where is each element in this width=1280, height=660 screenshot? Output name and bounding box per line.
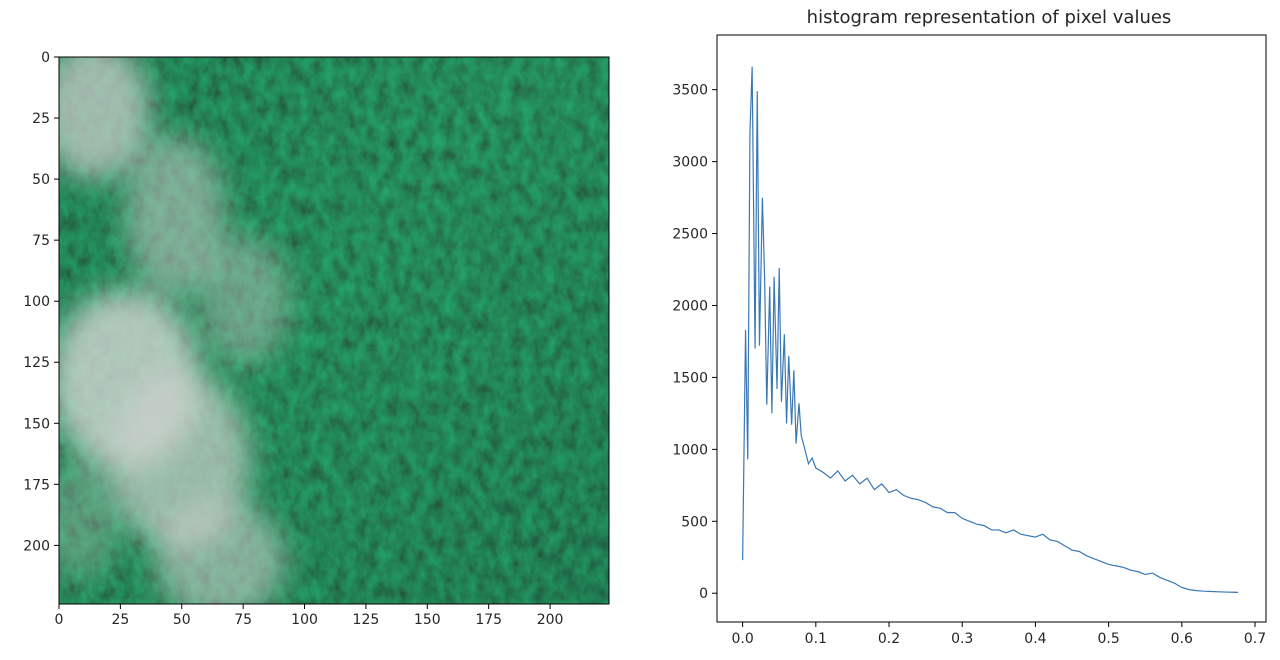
x-tick-label: 0.5	[1097, 631, 1119, 647]
x-tick-label: 0.2	[878, 631, 900, 647]
fog-overlay	[59, 57, 290, 604]
image-x-tick-label: 175	[475, 612, 502, 628]
image-x-tick-label: 150	[414, 612, 441, 628]
y-tick-label: 3000	[672, 155, 708, 171]
y-tick-label: 1500	[672, 370, 708, 386]
image-y-tick-label: 0	[41, 50, 50, 66]
x-tick-label: 0.6	[1171, 631, 1193, 647]
image-x-tick-label: 100	[291, 612, 318, 628]
image-y-tick-label: 125	[23, 355, 50, 371]
image-axes: 0 25 50 75 100 125 150 175 200 0 25 50 75 100 125 150 17…	[23, 50, 610, 628]
x-tick-label: 0.0	[731, 631, 753, 647]
series-line	[742, 66, 1239, 593]
image-x-tick-label: 75	[234, 612, 252, 628]
y-tick-label: 2500	[672, 227, 708, 243]
image-frame	[58, 56, 610, 605]
y-tick-label: 3500	[672, 83, 708, 99]
y-tick-label: 2000	[672, 298, 708, 314]
image-x-tick-label: 50	[173, 612, 191, 628]
chart-title: histogram representation of pixel values	[807, 7, 1172, 28]
image-x-tick-label: 200	[537, 612, 564, 628]
histogram-axes: 0.0 0.1 0.2 0.3 0.4 0.5 0.6 0.7 0 500 1000 1500 2000…	[672, 83, 1266, 647]
x-tick-label: 0.1	[805, 631, 827, 647]
image-y-tick-label: 50	[32, 172, 50, 188]
y-tick-label: 1000	[672, 442, 708, 458]
image-panel	[59, 57, 609, 604]
y-tick-label: 500	[681, 514, 708, 530]
image-y-tick-label: 200	[23, 538, 50, 554]
image-y-tick-label: 25	[32, 111, 50, 127]
image-y-tick-label: 75	[32, 233, 50, 249]
image-y-tick-label: 175	[23, 477, 50, 493]
x-tick-label: 0.3	[951, 631, 973, 647]
image-x-tick-label: 125	[353, 612, 380, 628]
image-y-tick-label: 100	[23, 294, 50, 310]
image-x-tick-label: 25	[111, 612, 129, 628]
image-x-tick-label: 0	[55, 612, 64, 628]
x-tick-label: 0.7	[1244, 631, 1266, 647]
x-tick-label: 0.4	[1024, 631, 1046, 647]
plot-frame	[716, 34, 1267, 623]
image-y-tick-label: 150	[23, 416, 50, 432]
y-tick-label: 0	[699, 586, 708, 602]
